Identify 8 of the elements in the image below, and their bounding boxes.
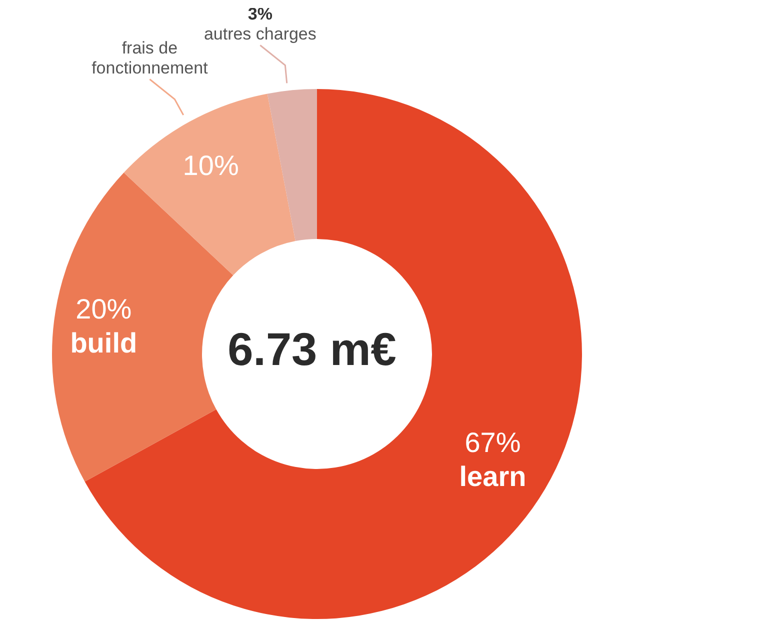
data-label: 67% xyxy=(464,426,521,458)
donut-slice xyxy=(267,89,317,242)
text: 6.73 m€ xyxy=(228,323,396,375)
data-label: 20% xyxy=(76,294,132,325)
donut-slice xyxy=(124,94,296,276)
slice-label: build xyxy=(70,328,138,359)
data-label: 10% xyxy=(182,150,239,181)
slice-label: learn xyxy=(459,460,526,492)
